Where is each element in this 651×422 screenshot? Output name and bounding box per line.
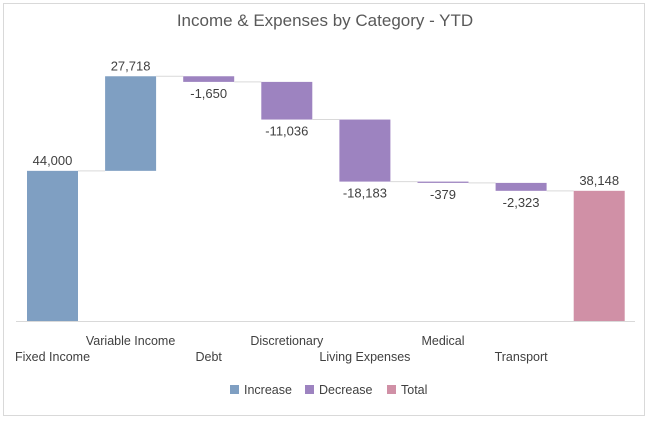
category-label: Medical [421,334,464,348]
category-label: Transport [495,350,549,364]
data-label: 44,000 [33,153,73,168]
data-label: -379 [430,187,456,202]
category-label: Variable Income [86,334,175,348]
legend-label-total: Total [401,383,427,397]
data-label: -1,650 [190,86,227,101]
bar-total [573,190,625,321]
bar-decrease [183,76,235,82]
chart-title: Income & Expenses by Category - YTD [177,11,473,30]
category-label: Living Expenses [319,350,410,364]
bar-decrease [261,81,313,120]
bar-decrease [495,182,547,191]
category-label: Fixed Income [15,350,90,364]
data-label: 38,148 [579,173,619,188]
data-label: -18,183 [343,186,387,201]
bar-decrease [417,181,469,183]
legend-swatch-increase [230,385,239,394]
legend-label-increase: Increase [244,383,292,397]
data-label: 27,718 [111,58,151,73]
data-label: -2,323 [503,195,540,210]
category-label: Discretionary [250,334,324,348]
chart-frame [3,3,645,416]
legend-label-decrease: Decrease [319,383,373,397]
bar-increase [27,170,78,321]
bar-increase [105,76,157,171]
legend-swatch-total [387,385,396,394]
category-label: Debt [195,350,222,364]
bar-decrease [339,119,391,182]
legend-swatch-decrease [305,385,314,394]
data-label: -11,036 [265,124,308,139]
